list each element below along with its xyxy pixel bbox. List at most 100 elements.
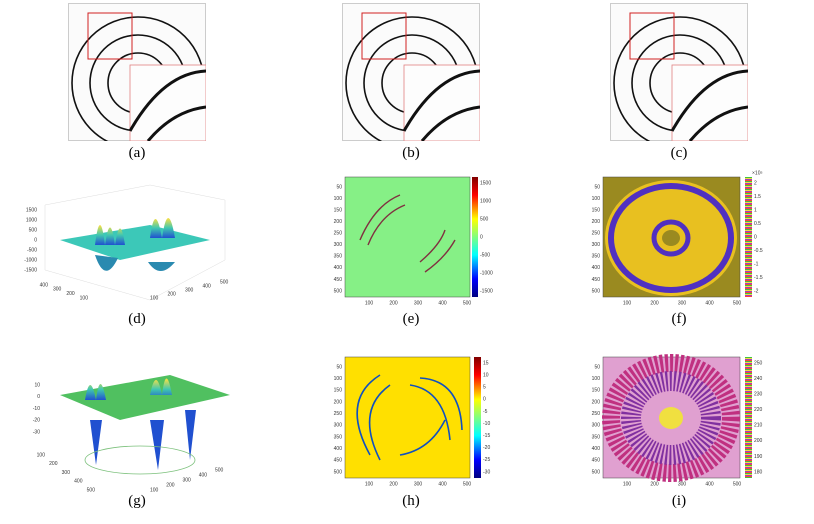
z-tick-label: 1000 (26, 217, 37, 223)
z-tick-label: -1000 (24, 257, 37, 263)
x-tick-label: 500 (215, 467, 224, 473)
caption: (b) (402, 145, 420, 161)
y-tick-label: 50 (594, 364, 600, 370)
colorbar-tick-label: -25 (483, 457, 490, 463)
z-tick-label: 0 (34, 237, 37, 243)
y-tick-label: 100 (80, 295, 89, 301)
colorbar-tick-label: -2 (754, 288, 759, 294)
colorbar-tick-label: 190 (754, 454, 763, 460)
colorbar-tick-label: -30 (483, 469, 490, 475)
y-tick-label: 200 (334, 399, 343, 405)
y-tick-label: 50 (594, 184, 600, 190)
y-tick-label: 200 (49, 461, 58, 467)
colorbar-scale: ×10⁵ (752, 170, 763, 176)
y-tick-label: 150 (592, 388, 601, 394)
colorbar-tick-label: 15 (483, 360, 489, 366)
y-tick-label: 300 (334, 423, 343, 429)
y-tick-label: 200 (66, 291, 75, 297)
x-tick-label: 300 (678, 481, 687, 487)
y-tick-label: 350 (592, 254, 601, 260)
image-c (610, 3, 748, 141)
colorbar-tick-label: -1 (754, 261, 759, 267)
colorbar-tick-label: 2 (754, 180, 757, 186)
y-tick-label: 100 (37, 452, 46, 458)
colorbar-tick-label: 1500 (480, 180, 491, 186)
y-tick-label: 300 (592, 423, 601, 429)
colorbar-tick-label: 240 (754, 376, 763, 382)
colorbar-tick-label: 10 (483, 372, 489, 378)
y-tick-label: 100 (592, 376, 601, 382)
colorbar-tick-label: -10 (483, 421, 490, 427)
y-tick-label: 400 (40, 282, 49, 288)
z-tick-label: -1500 (24, 267, 37, 273)
y-tick-label: 400 (592, 265, 601, 271)
colorbar-tick-label: 5 (483, 385, 486, 391)
x-tick-label: 300 (414, 300, 423, 306)
colorbar-tick-label: 200 (754, 438, 763, 444)
y-tick-label: 200 (334, 219, 343, 225)
surface-plot-d (44, 184, 226, 301)
z-tick-label: -10 (33, 406, 40, 412)
x-tick-label: 400 (438, 300, 447, 306)
colorbar-tick-label: 0 (754, 234, 757, 240)
y-tick-label: 200 (592, 219, 601, 225)
x-tick-label: 400 (438, 481, 447, 487)
x-tick-label: 500 (733, 300, 742, 306)
y-tick-label: 250 (592, 231, 601, 237)
y-tick-label: 350 (592, 434, 601, 440)
x-tick-label: 300 (185, 287, 194, 293)
x-tick-label: 200 (166, 482, 175, 488)
caption: (d) (128, 311, 146, 327)
caption: (g) (128, 493, 146, 509)
x-tick-label: 500 (733, 481, 742, 487)
y-tick-label: 150 (592, 207, 601, 213)
x-tick-label: 100 (150, 295, 159, 301)
x-tick-label: 300 (183, 477, 192, 483)
y-tick-label: 250 (592, 411, 601, 417)
heatmap-h (344, 356, 481, 479)
y-tick-label: 350 (334, 254, 343, 260)
image-b (342, 3, 480, 141)
caption: (h) (402, 493, 420, 509)
z-tick-label: -20 (33, 418, 40, 424)
z-tick-label: 1500 (26, 207, 37, 213)
x-tick-label: 100 (623, 481, 632, 487)
x-tick-label: 200 (389, 300, 398, 306)
x-tick-label: 400 (705, 481, 714, 487)
caption: (e) (403, 311, 420, 327)
z-tick-label: 500 (29, 227, 38, 233)
colorbar-tick-label: -20 (483, 445, 490, 451)
colorbar-tick-label: 1.5 (754, 194, 761, 200)
heatmap-e (344, 176, 478, 298)
colorbar-tick-label: 0 (483, 397, 486, 403)
y-tick-label: 450 (592, 458, 601, 464)
colorbar-tick-label: 230 (754, 391, 763, 397)
y-tick-label: 500 (592, 469, 601, 475)
z-tick-label: 0 (37, 394, 40, 400)
colorbar-tick-label: 0 (480, 234, 483, 240)
x-tick-label: 300 (414, 481, 423, 487)
z-tick-label: -30 (33, 429, 40, 435)
colorbar-tick-label: -1000 (480, 270, 493, 276)
surface-plot-g (60, 375, 230, 475)
y-tick-label: 200 (592, 399, 601, 405)
y-tick-label: 500 (334, 288, 343, 294)
colorbar-tick-label: -1500 (480, 288, 493, 294)
colorbar-tick-label: 220 (754, 407, 763, 413)
y-tick-label: 100 (592, 196, 601, 202)
x-tick-label: 300 (678, 300, 687, 306)
x-tick-label: 500 (463, 481, 472, 487)
y-tick-label: 100 (334, 376, 343, 382)
x-tick-label: 100 (365, 481, 374, 487)
y-tick-label: 100 (334, 196, 343, 202)
x-tick-label: 400 (203, 283, 212, 289)
colorbar-tick-label: -0.5 (754, 248, 763, 254)
colorbar-tick-label: 0.5 (754, 221, 761, 227)
colorbar-tick-label: -15 (483, 433, 490, 439)
colorbar-tick-label: 500 (480, 216, 489, 222)
x-tick-label: 100 (150, 487, 159, 493)
x-tick-label: 200 (650, 300, 659, 306)
caption: (a) (129, 145, 146, 161)
y-tick-label: 300 (53, 287, 62, 293)
